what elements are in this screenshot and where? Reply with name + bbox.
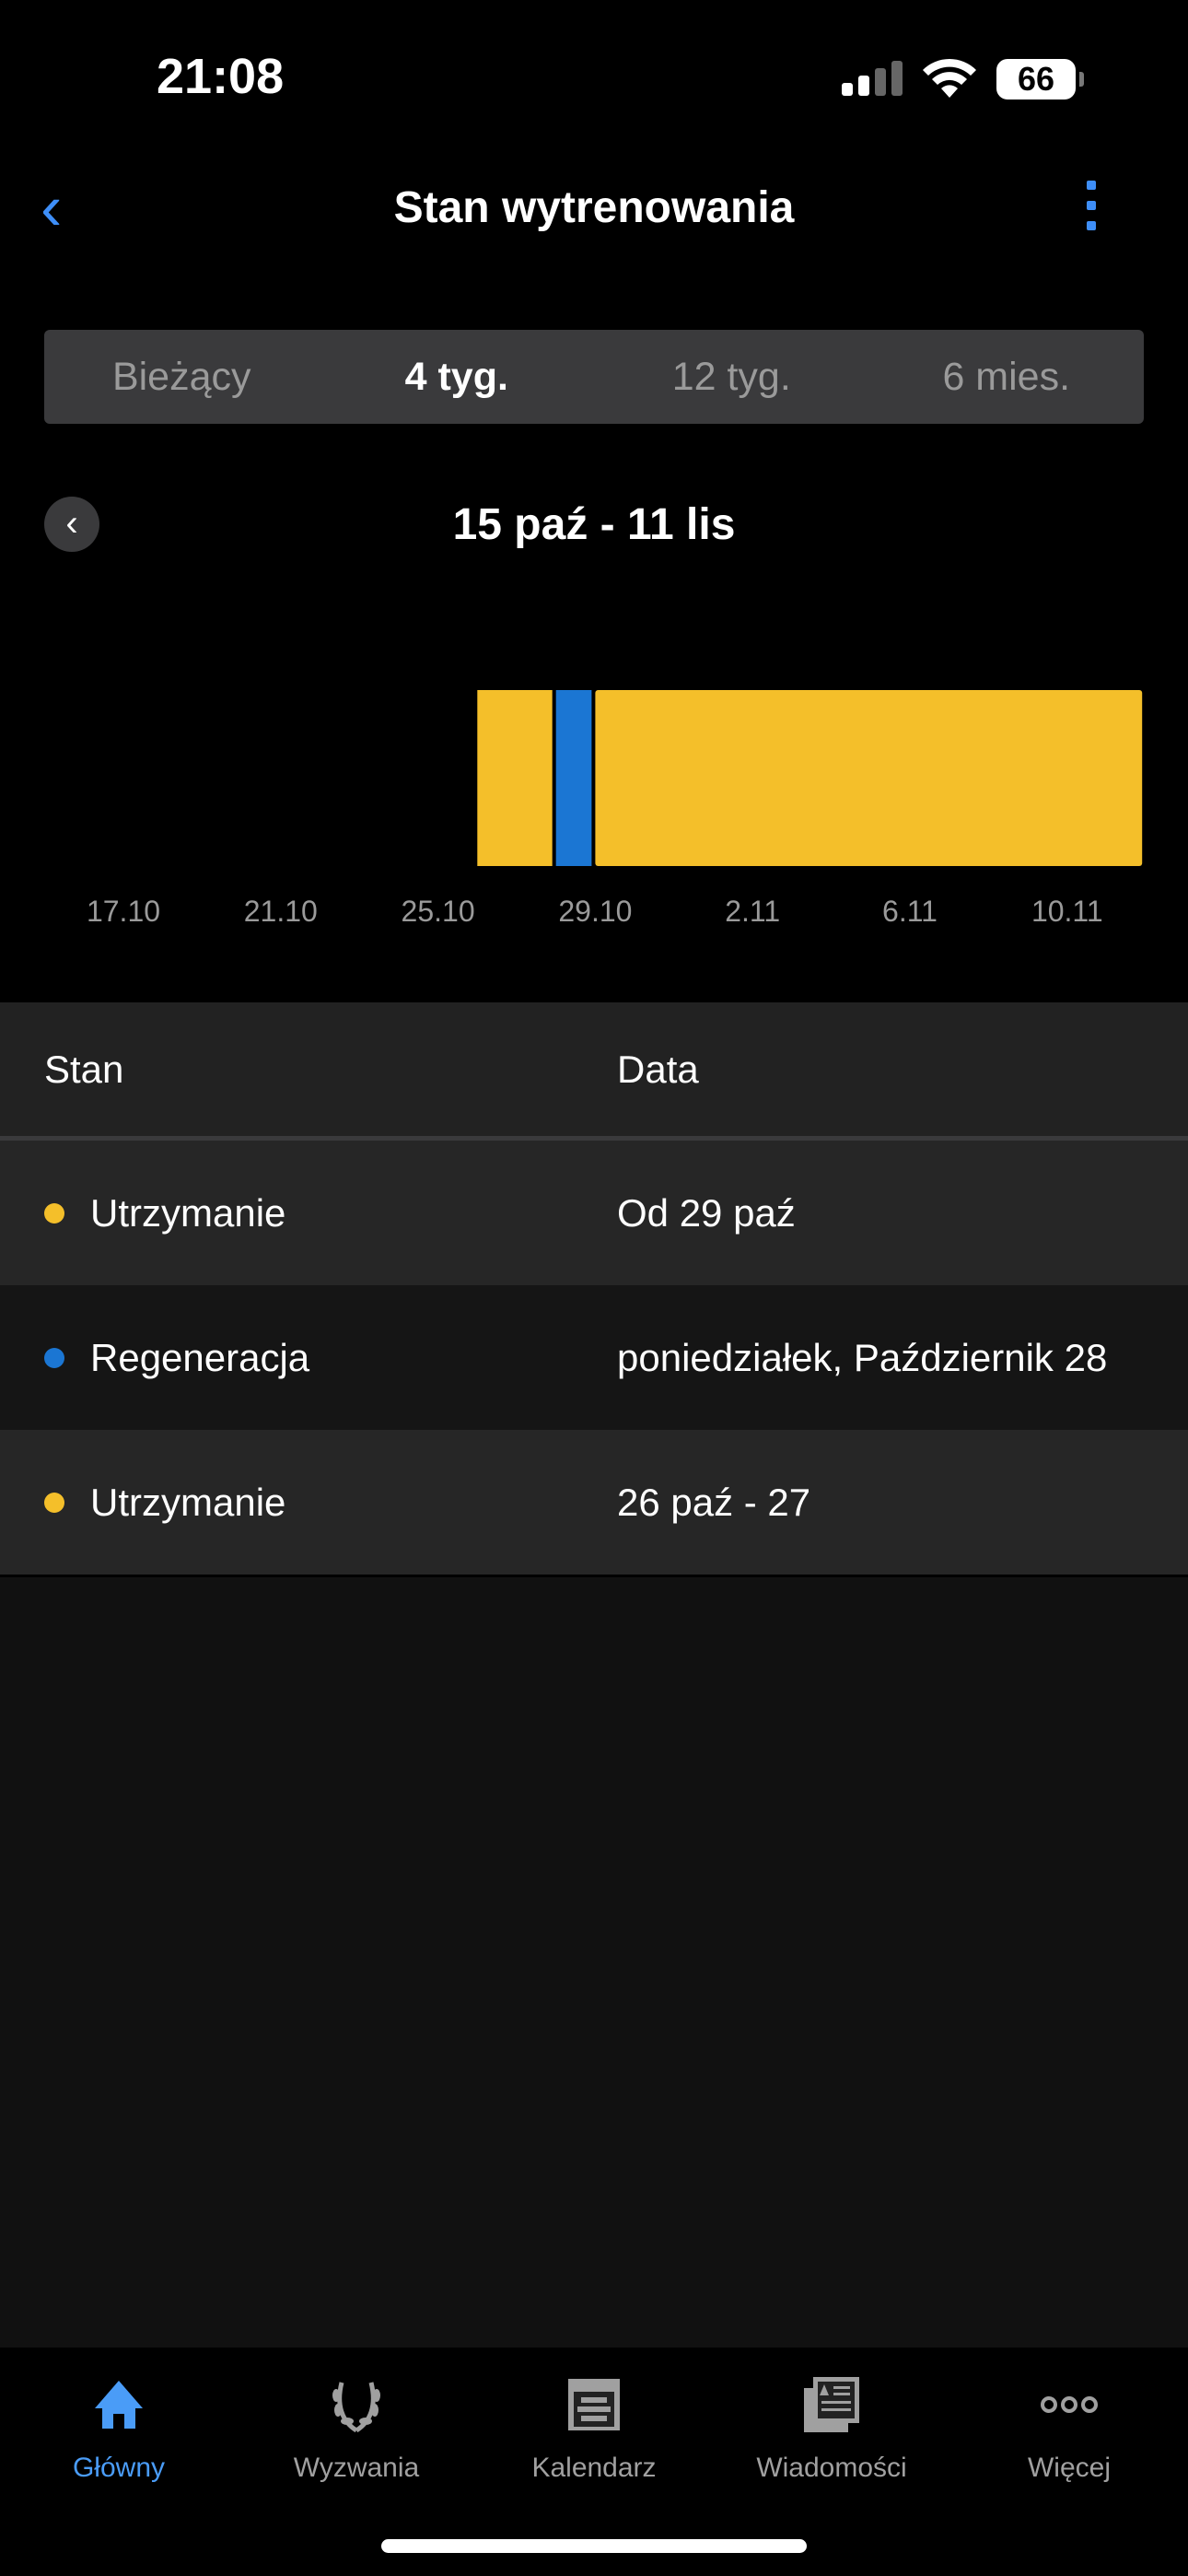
tab-news[interactable]: Wiadomości: [713, 2348, 950, 2495]
table-header: Stan Data: [0, 1002, 1188, 1141]
x-tick-label: 29.10: [558, 895, 632, 928]
status-label: Utrzymanie: [90, 1480, 286, 1524]
page-title: Stan wytrenowania: [393, 183, 795, 232]
laurel-icon: [332, 2382, 380, 2432]
status-dot: [44, 1492, 64, 1513]
battery-indicator: 66: [996, 59, 1084, 100]
status-time: 21:08: [157, 49, 285, 104]
segment-4-weeks[interactable]: 4 tyg.: [404, 355, 508, 399]
tab-home[interactable]: Główny: [0, 2348, 238, 2495]
header-date: Data: [617, 1047, 699, 1091]
segment-12-weeks[interactable]: 12 tyg.: [671, 355, 791, 399]
tab-more[interactable]: Więcej: [950, 2348, 1188, 2495]
x-tick-label: 21.10: [244, 895, 318, 928]
x-tick-label: 25.10: [402, 895, 475, 928]
tab-challenges[interactable]: Wyzwania: [238, 2348, 475, 2495]
status-segment-bar: [595, 690, 1143, 866]
period-segmented-control: Bieżący 4 tyg. 12 tyg. 6 mies.: [44, 330, 1144, 424]
tab-label: Główny: [72, 2453, 166, 2483]
date-cell: Od 29 paź: [617, 1190, 796, 1235]
cellular-signal-icon: [842, 61, 903, 96]
tab-label: Kalendarz: [531, 2453, 657, 2483]
wifi-icon: [923, 58, 976, 98]
status-cell: Utrzymanie: [0, 1191, 617, 1235]
date-cell: 26 paź - 27: [617, 1480, 811, 1524]
training-status-chart: 17.10 21.10 25.10 29.10 2.11 6.11 10.11: [87, 690, 1143, 928]
tab-label: Wyzwania: [293, 2453, 420, 2483]
news-icon: [804, 2377, 859, 2432]
tab-bar: Główny Wyzwania Kalendarz Wiadomości Wię…: [0, 2348, 1188, 2495]
home-icon: [95, 2381, 143, 2429]
status-table: Stan Data Utrzymanie Od 29 paź Regeneracja…: [0, 1002, 1188, 1575]
table-row[interactable]: Regeneracja poniedziałek, Październik 28: [0, 1285, 1188, 1430]
date-cell: poniedziałek, Październik 28: [617, 1335, 1108, 1379]
more-options-icon[interactable]: [1087, 181, 1096, 230]
status-cell: Regeneracja: [0, 1336, 617, 1380]
tab-calendar[interactable]: Kalendarz: [475, 2348, 713, 2495]
status-dot: [44, 1202, 64, 1224]
previous-period-button[interactable]: ‹: [44, 497, 99, 552]
status-segment-bar: [555, 690, 592, 866]
status-segment-bar: [477, 690, 553, 866]
tab-label: Więcej: [1027, 2453, 1111, 2483]
tab-label: Wiadomości: [756, 2453, 907, 2483]
table-row[interactable]: Utrzymanie 26 paź - 27: [0, 1430, 1188, 1575]
status-label: Regeneracja: [90, 1335, 310, 1379]
segment-current[interactable]: Bieżący: [111, 355, 251, 399]
back-button[interactable]: ‹: [41, 171, 63, 243]
x-tick-label: 10.11: [1031, 895, 1103, 928]
more-icon: [1041, 2396, 1098, 2413]
status-dot: [44, 1347, 64, 1368]
segment-6-months[interactable]: 6 mies.: [942, 355, 1071, 399]
x-tick-label: 6.11: [882, 895, 938, 928]
calendar-icon: [568, 2379, 620, 2430]
x-tick-label: 2.11: [725, 895, 780, 928]
status-cell: Utrzymanie: [0, 1481, 617, 1525]
header-status: Stan: [44, 1047, 124, 1091]
home-indicator: [381, 2539, 807, 2553]
status-label: Utrzymanie: [90, 1190, 286, 1235]
empty-area: [0, 1577, 1188, 2348]
date-range: 15 paź - 11 lis: [452, 500, 736, 549]
table-row[interactable]: Utrzymanie Od 29 paź: [0, 1141, 1188, 1285]
x-tick-label: 17.10: [87, 895, 160, 928]
